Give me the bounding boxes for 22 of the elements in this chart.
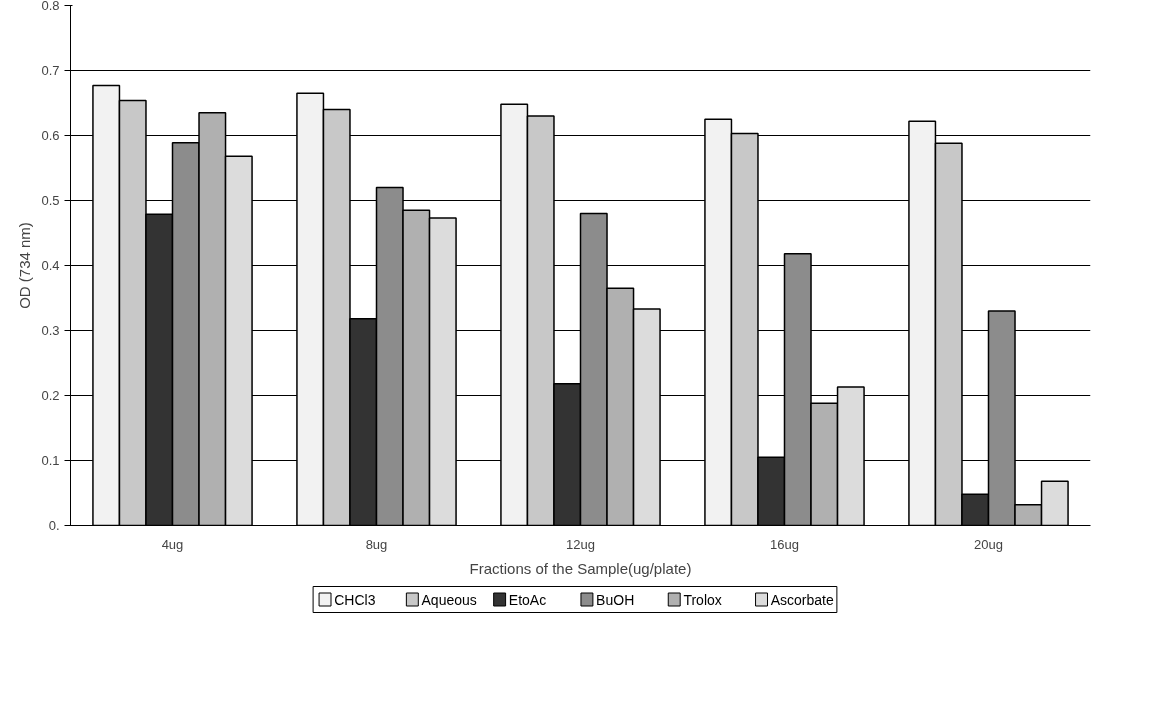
legend-label: Ascorbate <box>770 591 834 608</box>
y-tick-label: 0.7 <box>41 63 60 78</box>
y-tick-label: 0.3 <box>41 323 60 338</box>
y-axis-title: OD (734 nm) <box>16 222 34 309</box>
y-tick-label: 0.5 <box>41 193 60 208</box>
y-tick-label: 0.1 <box>41 453 60 468</box>
legend-label: Trolox <box>683 591 722 608</box>
y-tick-label: 0.6 <box>41 128 60 143</box>
y-tick-label: 0. <box>48 518 60 533</box>
x-tick-label: 8ug <box>365 536 388 552</box>
x-tick-label: 20ug <box>974 536 1003 552</box>
legend-label: EtoAc <box>508 591 547 608</box>
x-tick-label: 16ug <box>770 536 799 552</box>
legend-label: Aqueous <box>421 591 477 608</box>
y-tick-label: 0.4 <box>41 258 60 273</box>
y-tick-label: 0.8 <box>41 0 60 13</box>
x-tick-label: 12ug <box>566 536 595 552</box>
legend-label: BuOH <box>596 591 635 608</box>
y-tick-label: 0.2 <box>41 388 60 403</box>
legend-label: CHCl3 <box>334 591 376 608</box>
x-axis-title: Fractions of the Sample(ug/plate) <box>469 559 692 577</box>
x-tick-label: 4ug <box>161 536 184 552</box>
